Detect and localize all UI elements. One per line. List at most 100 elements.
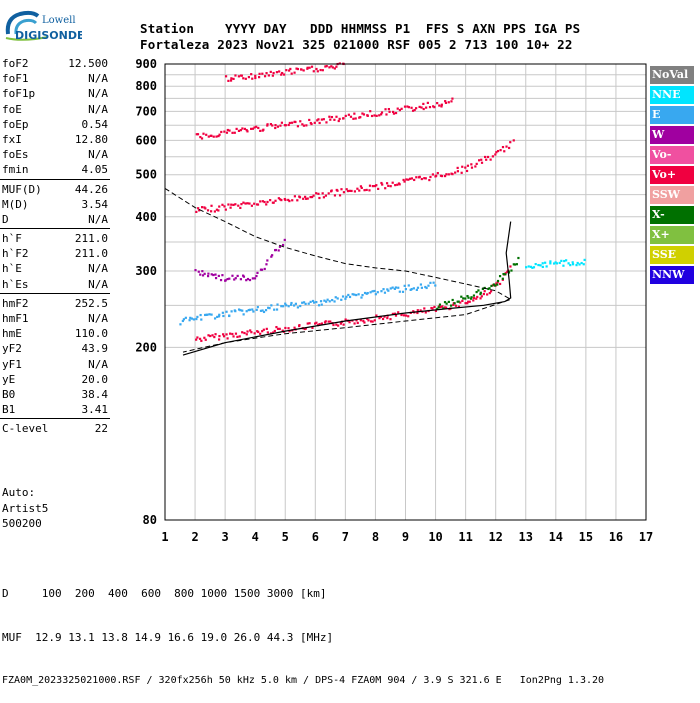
x-tick-label: 10: [428, 530, 442, 544]
trace-point: [355, 293, 358, 297]
trace-point: [348, 189, 351, 192]
param-value: 43.9: [81, 342, 109, 356]
trace-point: [236, 274, 239, 278]
trace-point: [374, 293, 377, 296]
trace-point: [451, 298, 454, 302]
param-row-b1: B1 3.41: [0, 402, 110, 417]
trace-point: [246, 277, 250, 281]
trace-point: [457, 300, 460, 303]
trace-point: [560, 259, 563, 262]
trace-point: [325, 121, 328, 124]
param-name: foEs: [2, 148, 29, 162]
trace-point: [237, 308, 241, 311]
trace-point: [333, 300, 336, 303]
trace-point: [353, 112, 356, 115]
trace-point: [398, 290, 401, 293]
trace-point: [288, 330, 291, 333]
param-row-foe: foE N/A: [0, 102, 110, 117]
trace-point: [539, 264, 542, 267]
trace-point: [250, 127, 253, 130]
trace-point: [264, 309, 268, 312]
trace-point: [402, 178, 405, 182]
trace-point: [258, 76, 261, 79]
trace-point: [407, 284, 410, 287]
trace-point: [291, 121, 294, 124]
param-value: 110.0: [74, 327, 108, 341]
auto-code: 500200: [2, 517, 42, 530]
trace-point: [212, 273, 215, 277]
param-name: fxI: [2, 132, 22, 146]
auto-program: Artist5: [2, 501, 49, 515]
trace-point: [456, 170, 460, 173]
trace-point: [456, 166, 459, 170]
trace-point: [392, 110, 395, 114]
trace-point: [213, 210, 216, 213]
trace-point: [341, 295, 345, 298]
trace-point: [394, 111, 398, 115]
trace-point: [196, 315, 199, 319]
trace-point: [489, 290, 493, 293]
trace-point: [231, 274, 234, 277]
trace-point: [461, 165, 464, 168]
trace-point: [281, 243, 285, 247]
param-name: C-level: [2, 422, 49, 436]
trace-point: [262, 328, 265, 331]
trace-point: [537, 263, 540, 267]
trace-point: [248, 278, 252, 282]
digisonde-logo: Lowell DIGISONDE: [5, 10, 82, 42]
trace-point: [357, 293, 360, 296]
trace-point: [481, 287, 484, 291]
trace-point: [305, 124, 308, 127]
trace-point: [554, 261, 557, 264]
trace-point: [320, 322, 323, 325]
param-value: 44.26: [74, 182, 108, 196]
trace-point: [438, 104, 441, 107]
trace-point: [282, 305, 285, 308]
trace-point: [331, 66, 334, 69]
trace-point: [290, 72, 293, 75]
trace-point: [239, 309, 242, 312]
trace-point: [214, 273, 217, 276]
trace-point: [200, 339, 203, 342]
trace-point: [251, 127, 255, 130]
trace-point: [391, 312, 394, 315]
trace-point: [472, 294, 476, 297]
trace-point: [347, 293, 350, 297]
trace-point: [381, 317, 385, 321]
trace-point: [324, 65, 327, 68]
trace-point: [294, 302, 297, 305]
trace-point: [356, 321, 359, 325]
trace-point: [404, 314, 408, 317]
trace-point: [545, 265, 548, 268]
trace-point: [215, 135, 218, 138]
trace-point: [380, 113, 383, 116]
trace-point: [224, 279, 227, 282]
trace-point: [195, 338, 198, 341]
trace-point: [265, 203, 268, 206]
trace-point: [470, 163, 473, 166]
trace-point: [336, 189, 339, 192]
param-row-hme: hmE 110.0: [0, 326, 110, 341]
trace-point: [440, 105, 443, 108]
legend-item-xplus: X+: [650, 226, 694, 244]
trace-point: [369, 320, 373, 323]
y-tick-label: 500: [135, 168, 157, 182]
trace-point: [262, 310, 266, 314]
trace-point: [229, 332, 232, 335]
trace-point: [396, 183, 399, 186]
trace-point: [477, 289, 480, 292]
trace-point: [210, 134, 213, 137]
trace-point: [340, 298, 343, 301]
trace-point: [385, 113, 388, 116]
trace-point: [240, 74, 243, 77]
trace-point: [380, 290, 383, 293]
trace-point: [433, 305, 436, 309]
trace-point: [541, 262, 544, 265]
trace-point: [229, 79, 233, 82]
trace-point: [234, 74, 237, 77]
trace-point: [460, 171, 463, 174]
trace-point: [451, 97, 454, 100]
trace-point: [243, 331, 246, 335]
trace-point: [203, 272, 206, 275]
trace-point: [316, 70, 319, 73]
